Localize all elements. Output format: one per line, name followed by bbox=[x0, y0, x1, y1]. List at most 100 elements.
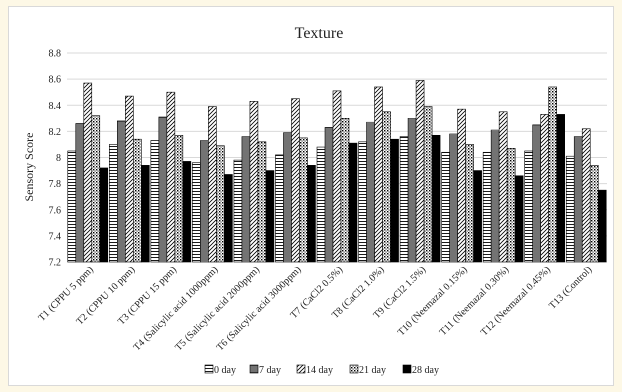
y-tick-label: 8.6 bbox=[49, 75, 62, 86]
bar bbox=[117, 120, 126, 263]
bar bbox=[532, 124, 541, 263]
x-tick-label: T11 (Neemazal 0.30%) bbox=[438, 264, 512, 338]
bar bbox=[465, 144, 474, 263]
y-tick-label: 8.8 bbox=[49, 49, 62, 60]
bar bbox=[324, 127, 334, 263]
bar bbox=[573, 136, 583, 263]
chart-title: Texture bbox=[295, 25, 344, 42]
bar bbox=[200, 140, 209, 263]
bar bbox=[473, 170, 482, 263]
bar bbox=[275, 154, 284, 263]
x-tick-label: T10 (Neemazal 0.15%) bbox=[396, 264, 470, 338]
y-tick-label: 8.4 bbox=[49, 101, 62, 112]
legend-swatch bbox=[296, 364, 306, 374]
y-tick-labels: 7.2 7.4 7.6 7.8 8 8.2 8.4 8.6 8.8 bbox=[49, 49, 62, 269]
y-tick-label: 8.2 bbox=[49, 127, 62, 138]
bar bbox=[224, 174, 233, 263]
bar bbox=[449, 133, 458, 263]
bar bbox=[498, 111, 508, 263]
bar bbox=[91, 115, 101, 263]
y-axis-title: Sensory Score bbox=[22, 133, 36, 202]
bar bbox=[415, 80, 425, 263]
legend-label: 14 day bbox=[306, 365, 333, 376]
legend-label: 28 day bbox=[412, 365, 439, 376]
bar bbox=[158, 116, 168, 263]
bar bbox=[182, 161, 192, 263]
y-tick-label: 7.8 bbox=[49, 179, 62, 190]
bar bbox=[109, 144, 118, 263]
legend-swatch bbox=[402, 364, 412, 374]
legend-label: 21 day bbox=[359, 365, 386, 376]
bar bbox=[597, 189, 607, 263]
bar bbox=[441, 151, 450, 263]
bar bbox=[233, 159, 243, 263]
bar bbox=[241, 136, 251, 263]
y-tick-label: 7.4 bbox=[49, 231, 62, 242]
y-tick-label: 7.6 bbox=[49, 205, 62, 216]
bar bbox=[307, 165, 316, 263]
legend-label: 0 day bbox=[214, 365, 236, 376]
bar bbox=[581, 128, 591, 263]
bar bbox=[348, 142, 358, 263]
bar bbox=[299, 137, 308, 263]
bar bbox=[366, 121, 375, 263]
bar bbox=[407, 118, 417, 263]
y-tick-label: 8 bbox=[56, 153, 61, 164]
x-tick-labels: T1 (CPPU 5 ppm)T2 (CPPU 10 ppm)T3 (CPPU … bbox=[36, 264, 594, 353]
bar bbox=[291, 98, 300, 263]
bar bbox=[548, 86, 557, 263]
bar bbox=[556, 114, 565, 263]
bar bbox=[208, 106, 217, 263]
bar bbox=[374, 86, 383, 263]
bar bbox=[382, 111, 391, 263]
bar bbox=[67, 150, 77, 263]
bar bbox=[332, 90, 342, 263]
bar bbox=[399, 136, 409, 263]
legend-swatch bbox=[249, 364, 259, 374]
x-tick-label: T13 (Control) bbox=[547, 264, 594, 311]
bar bbox=[83, 82, 93, 263]
bar bbox=[192, 162, 201, 263]
x-tick-label: T12 (Neemazal 0.45%) bbox=[479, 264, 553, 338]
bar-chart: Texture Sensory Score 7.2 7.4 7.6 7.8 8 8.2 8.… bbox=[22, 25, 607, 376]
bar bbox=[125, 95, 134, 263]
bar bbox=[390, 138, 399, 263]
chart-area: Texture Sensory Score 7.2 7.4 7.6 7.8 8 8.2 8.… bbox=[8, 6, 614, 386]
bar bbox=[257, 141, 267, 263]
bars bbox=[67, 80, 607, 263]
bar bbox=[514, 175, 524, 263]
bar bbox=[482, 151, 492, 263]
bar bbox=[166, 91, 176, 263]
bar bbox=[423, 106, 433, 263]
bar bbox=[431, 134, 441, 263]
bar bbox=[316, 146, 326, 263]
bar bbox=[150, 140, 160, 263]
bar bbox=[506, 148, 516, 263]
bar bbox=[99, 167, 109, 263]
y-tick-label: 7.2 bbox=[49, 258, 62, 269]
bar bbox=[249, 101, 259, 263]
x-tick-label: T4 (Salicylic acid 1000ppm) bbox=[132, 264, 221, 353]
bar bbox=[358, 141, 367, 263]
bar bbox=[216, 145, 225, 263]
bar bbox=[75, 123, 85, 263]
bar bbox=[490, 129, 500, 263]
bar bbox=[133, 138, 142, 263]
bar bbox=[457, 108, 466, 263]
bar bbox=[141, 165, 150, 263]
legend-label: 7 day bbox=[259, 365, 281, 376]
bar bbox=[174, 134, 184, 263]
bar bbox=[540, 114, 549, 263]
legend-swatch bbox=[349, 364, 359, 374]
bar bbox=[565, 155, 575, 263]
legend-swatch bbox=[204, 364, 214, 374]
bar bbox=[524, 150, 533, 263]
bar bbox=[283, 132, 292, 263]
x-tick-label: T6 (Salicylic acid 3000ppm) bbox=[215, 264, 304, 353]
bar bbox=[340, 118, 350, 263]
bar bbox=[265, 170, 275, 263]
legend: 0 day 7 day 14 day 21 day 28 day bbox=[204, 364, 439, 376]
x-tick-label: T5 (Salicylic acid 2000ppm) bbox=[173, 264, 262, 353]
bar bbox=[589, 165, 599, 263]
